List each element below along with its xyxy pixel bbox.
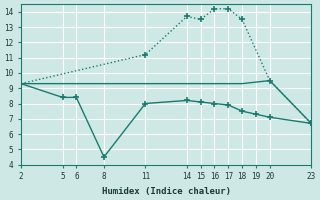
X-axis label: Humidex (Indice chaleur): Humidex (Indice chaleur) (102, 187, 231, 196)
